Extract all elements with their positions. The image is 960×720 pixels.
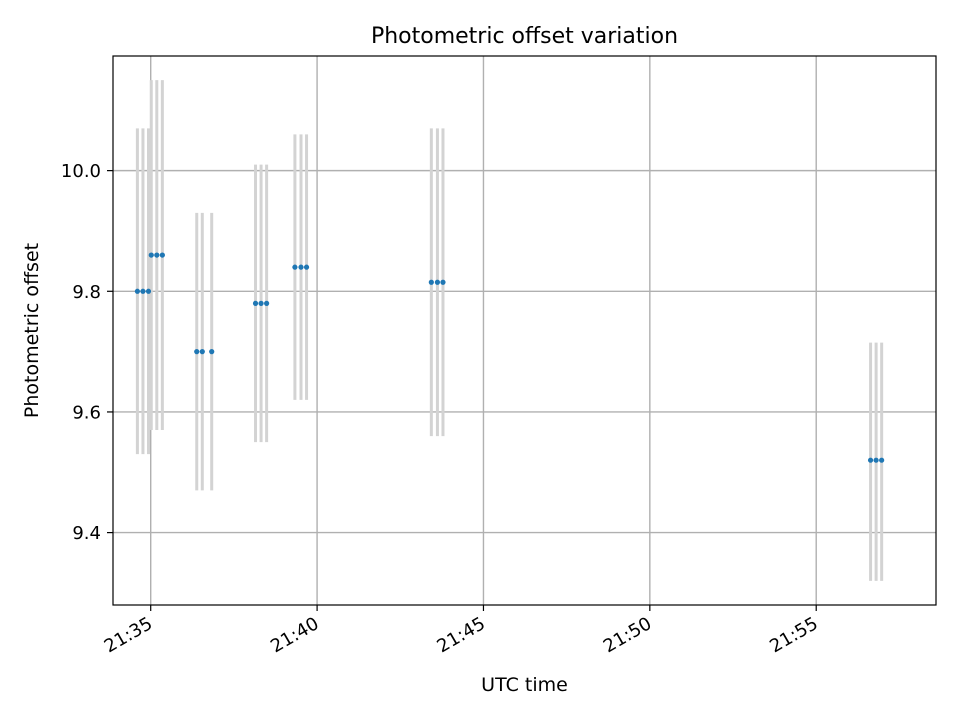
data-point xyxy=(292,264,298,270)
data-point xyxy=(145,288,152,294)
data-point xyxy=(148,252,154,258)
data-point xyxy=(209,349,215,355)
data-point xyxy=(264,300,270,306)
y-tick-label: 9.6 xyxy=(72,402,101,423)
data-point xyxy=(140,288,146,294)
data-point xyxy=(303,264,310,270)
plot-frame xyxy=(112,55,937,606)
data-point xyxy=(199,349,205,355)
data-point xyxy=(258,300,264,306)
y-tick-label: 9.4 xyxy=(72,523,101,544)
data-point xyxy=(298,264,304,270)
y-tick-label: 10.0 xyxy=(61,161,101,182)
data-point xyxy=(154,252,160,258)
data-point xyxy=(879,457,885,463)
y-tick-label: 9.8 xyxy=(72,282,101,303)
data-point xyxy=(159,252,165,258)
data-point xyxy=(134,288,141,294)
data-point xyxy=(428,279,434,285)
data-point xyxy=(873,457,879,463)
data-points xyxy=(134,252,885,463)
chart-title: Photometric offset variation xyxy=(371,24,678,49)
data-point xyxy=(434,279,441,285)
y-axis-label: Photometric offset xyxy=(21,243,43,418)
x-axis-label: UTC time xyxy=(481,674,568,696)
data-point xyxy=(194,349,200,355)
data-point xyxy=(867,457,874,463)
data-point xyxy=(440,279,446,285)
grid xyxy=(113,56,936,605)
data-point xyxy=(252,300,259,306)
